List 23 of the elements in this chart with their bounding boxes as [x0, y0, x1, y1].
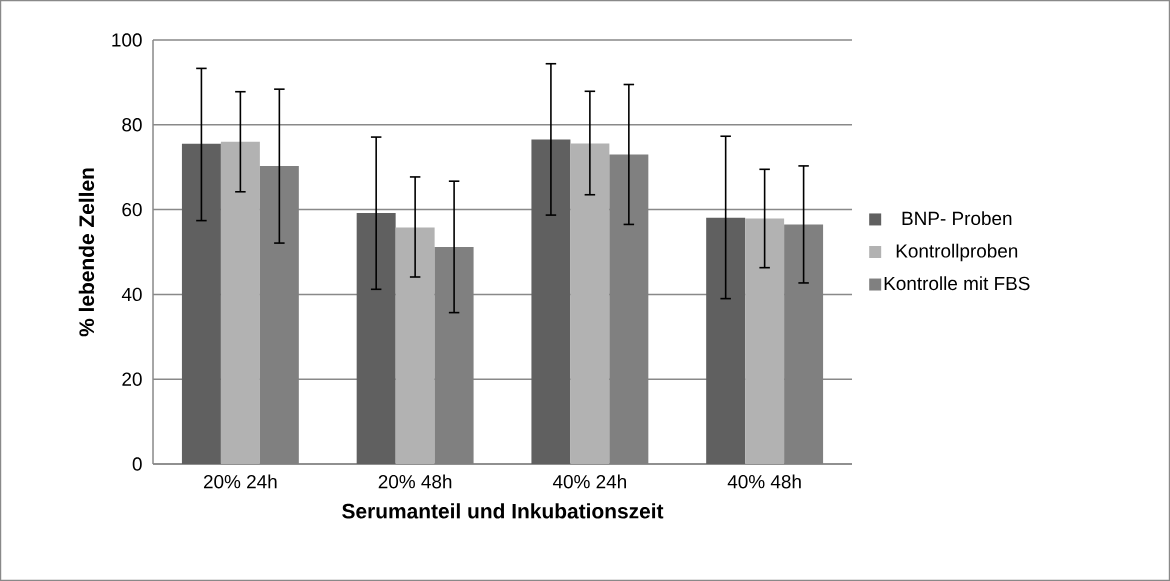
bar	[181, 143, 221, 464]
x-tick-label: 40% 24h	[552, 474, 626, 489]
bar	[395, 227, 435, 464]
bar	[356, 212, 396, 464]
x-tick-label: 20% 48h	[378, 474, 452, 489]
legend-label: BNP- Proben	[902, 211, 1012, 226]
legend-label: Kontrolle mit FBS	[884, 276, 1030, 291]
y-tick-label: 0	[132, 457, 142, 471]
y-axis-title: % lebende Zellen	[78, 168, 95, 337]
x-axis-title: Serumanteil und Inkubationszeit	[342, 503, 664, 519]
bar	[531, 139, 571, 464]
bar	[570, 143, 610, 464]
x-tick-label: 40% 48h	[727, 474, 801, 489]
bar	[745, 218, 785, 464]
x-tick-label: 20% 24h	[203, 474, 277, 489]
y-tick-label: 40	[121, 287, 142, 302]
y-tick-label: 100	[112, 33, 142, 47]
y-tick-label: 80	[122, 118, 142, 132]
bar	[220, 141, 260, 464]
legend-label: Kontrollproben	[896, 243, 1018, 262]
bar	[706, 217, 746, 464]
y-tick-label: 60	[122, 202, 142, 217]
y-tick-label: 20	[122, 372, 142, 386]
